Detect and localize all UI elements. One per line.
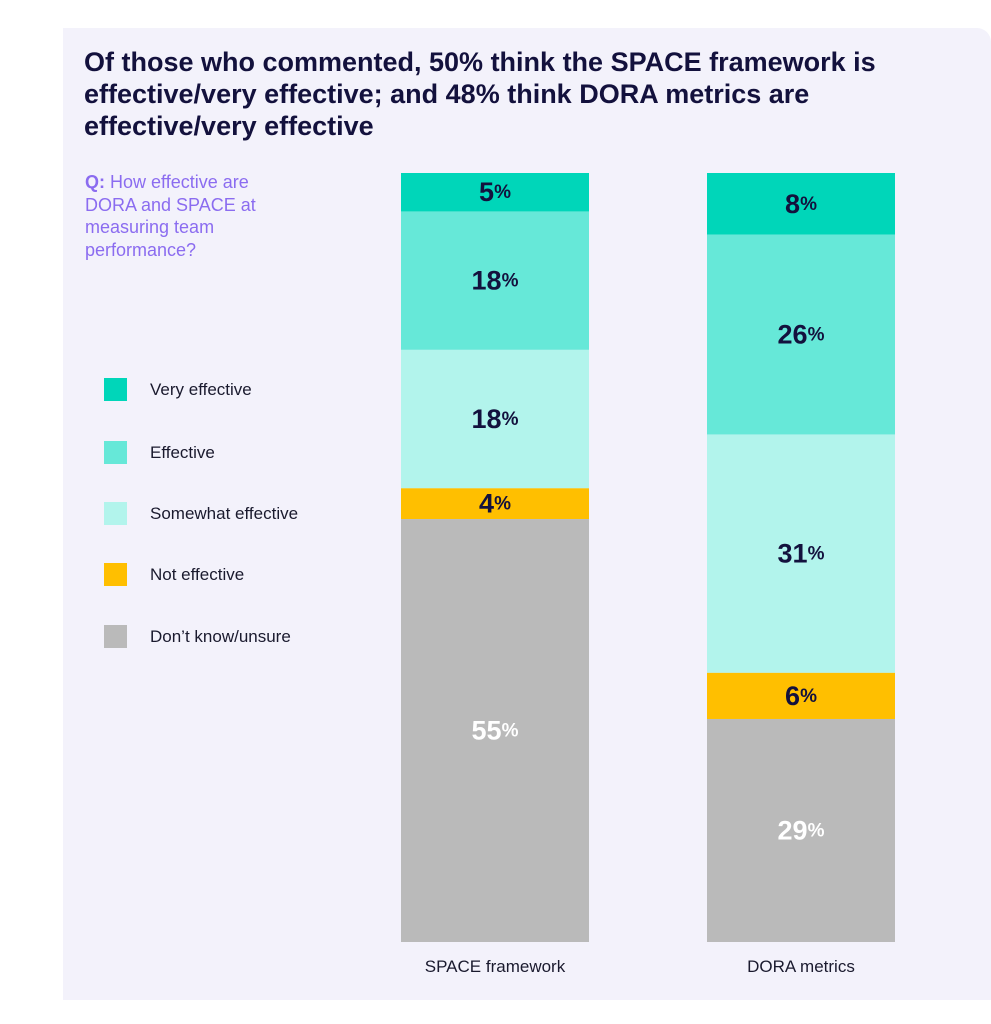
bar-segment (401, 211, 589, 350)
legend-swatch (104, 625, 127, 648)
legend-label: Somewhat effective (150, 504, 299, 523)
bar-segment (707, 173, 895, 235)
bar-segment (401, 349, 589, 489)
legend-label: Not effective (150, 565, 245, 584)
legend-item-effective: Effective (104, 441, 364, 465)
bar-value-label: 18% (472, 404, 519, 434)
bar-segment (707, 234, 895, 435)
bar-value-label: 5% (479, 177, 511, 207)
legend-label: Don’t know/unsure (150, 627, 291, 646)
bar-value-label: 4% (479, 489, 511, 519)
bar-value-label: 55% (472, 716, 519, 746)
bar-value-label: 18% (472, 266, 519, 296)
survey-question: Q: How effective are DORA and SPACE at m… (85, 171, 300, 261)
legend-label: Effective (150, 443, 215, 462)
legend-item-somewhat-effective: Somewhat effective (104, 502, 364, 526)
bar-value-label: 31% (778, 539, 825, 569)
legend-item-dont-know: Don’t know/unsure (104, 625, 364, 649)
legend-swatch (104, 378, 127, 401)
bar-segment (401, 488, 589, 520)
legend-swatch (104, 441, 127, 464)
bar-segment (707, 434, 895, 673)
bar-segment (707, 718, 895, 942)
legend-label: Very effective (150, 380, 252, 399)
category-label: SPACE framework (425, 957, 566, 976)
question-text: How effective are DORA and SPACE at meas… (85, 172, 256, 260)
bar-value-label: 6% (785, 681, 817, 711)
bar-value-label: 29% (778, 815, 825, 845)
chart-title: Of those who commented, 50% think the SP… (84, 47, 876, 141)
legend-swatch (104, 563, 127, 586)
bar-segment (401, 519, 589, 942)
bar-segment (707, 672, 895, 719)
bar-segment (401, 173, 589, 212)
bar-value-label: 26% (778, 319, 825, 349)
category-label: DORA metrics (747, 957, 855, 976)
legend-swatch (104, 502, 127, 525)
legend-item-very-effective: Very effective (104, 378, 364, 402)
legend-item-not-effective: Not effective (104, 563, 364, 587)
question-prefix: Q: (85, 172, 105, 192)
bar-value-label: 8% (785, 189, 817, 219)
